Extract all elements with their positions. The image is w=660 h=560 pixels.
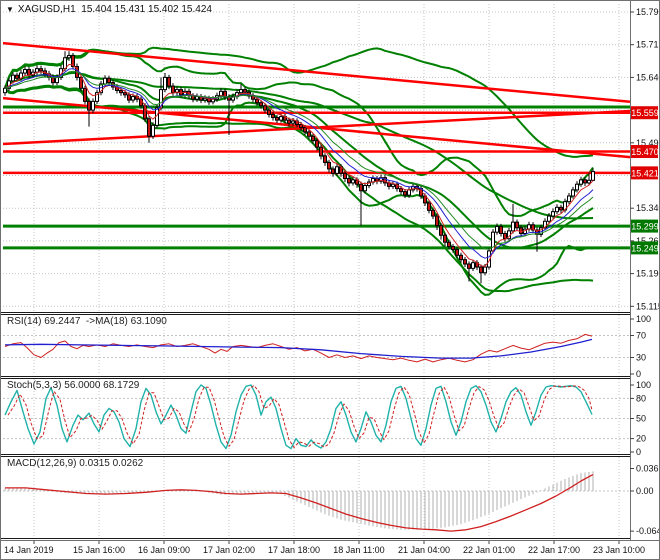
svg-text:15.790: 15.790 — [636, 7, 659, 17]
stoch-plot — [4, 384, 593, 450]
svg-text:15.299: 15.299 — [631, 222, 659, 232]
svg-text:100: 100 — [636, 314, 651, 324]
svg-text:16 Jan 09:00: 16 Jan 09:00 — [138, 545, 190, 555]
svg-text:22 Jan 17:00: 22 Jan 17:00 — [528, 545, 580, 555]
svg-text:17 Jan 18:00: 17 Jan 18:00 — [268, 545, 320, 555]
svg-text:-0.0642: -0.0642 — [636, 526, 659, 536]
symbol-dropdown-arrow-icon[interactable]: ▼ — [6, 5, 14, 14]
svg-text:23 Jan 10:00: 23 Jan 10:00 — [593, 545, 645, 555]
price-badge-15.299: 15.299 — [631, 219, 659, 233]
price-badge-15.249: 15.249 — [631, 241, 659, 255]
svg-text:15.470: 15.470 — [631, 147, 659, 157]
svg-text:15.559: 15.559 — [631, 108, 659, 118]
stoch-panel-label: Stoch(5,3,3) 56.0000 68.1729 — [7, 380, 140, 391]
svg-text:15.115: 15.115 — [636, 301, 659, 311]
macd-panel-label: MACD(12,26,9) 0.0315 0.0262 — [7, 458, 144, 469]
svg-text:30: 30 — [636, 353, 646, 363]
svg-text:0: 0 — [636, 369, 641, 379]
svg-text:50: 50 — [636, 414, 646, 424]
svg-text:0.036: 0.036 — [636, 464, 659, 474]
svg-text:21 Jan 04:00: 21 Jan 04:00 — [398, 545, 450, 555]
svg-text:17 Jan 02:00: 17 Jan 02:00 — [203, 545, 255, 555]
svg-text:14 Jan 2019: 14 Jan 2019 — [4, 545, 54, 555]
svg-text:0: 0 — [636, 447, 641, 457]
svg-text:15.340: 15.340 — [636, 203, 659, 213]
price-plot — [3, 41, 630, 296]
svg-text:22 Jan 01:00: 22 Jan 01:00 — [463, 545, 515, 555]
svg-text:20: 20 — [636, 434, 646, 444]
price-badge-15.559: 15.559 — [631, 106, 659, 120]
macd-plot — [4, 471, 594, 532]
rsi-panel-label: RSI(14) 69.2447 ->MA(18) 63.1090 — [7, 316, 167, 327]
svg-text:15.249: 15.249 — [631, 243, 659, 253]
svg-text:100: 100 — [636, 380, 651, 390]
svg-text:15.490: 15.490 — [636, 138, 659, 148]
svg-text:15.190: 15.190 — [636, 269, 659, 279]
quote-ohlc-label: 15.404 15.431 15.402 15.424 — [81, 4, 212, 15]
price-badge-15.470: 15.470 — [631, 145, 659, 159]
svg-text:0.00: 0.00 — [636, 486, 654, 496]
symbol-period-label: XAGUSD,H1 — [17, 4, 76, 15]
svg-text:15.265: 15.265 — [636, 236, 659, 246]
svg-text:18 Jan 11:00: 18 Jan 11:00 — [333, 545, 384, 555]
svg-text:15.640: 15.640 — [636, 72, 659, 82]
svg-text:15 Jan 16:00: 15 Jan 16:00 — [73, 545, 125, 555]
svg-text:80: 80 — [636, 393, 646, 403]
rsi-plot — [4, 333, 593, 363]
svg-text:15.715: 15.715 — [636, 40, 659, 50]
svg-text:15.421: 15.421 — [631, 168, 659, 178]
price-badge-15.421: 15.421 — [631, 166, 659, 180]
svg-text:70: 70 — [636, 331, 646, 341]
chart-title: ▼ XAGUSD,H1 15.404 15.431 15.402 15.424 — [6, 4, 212, 15]
